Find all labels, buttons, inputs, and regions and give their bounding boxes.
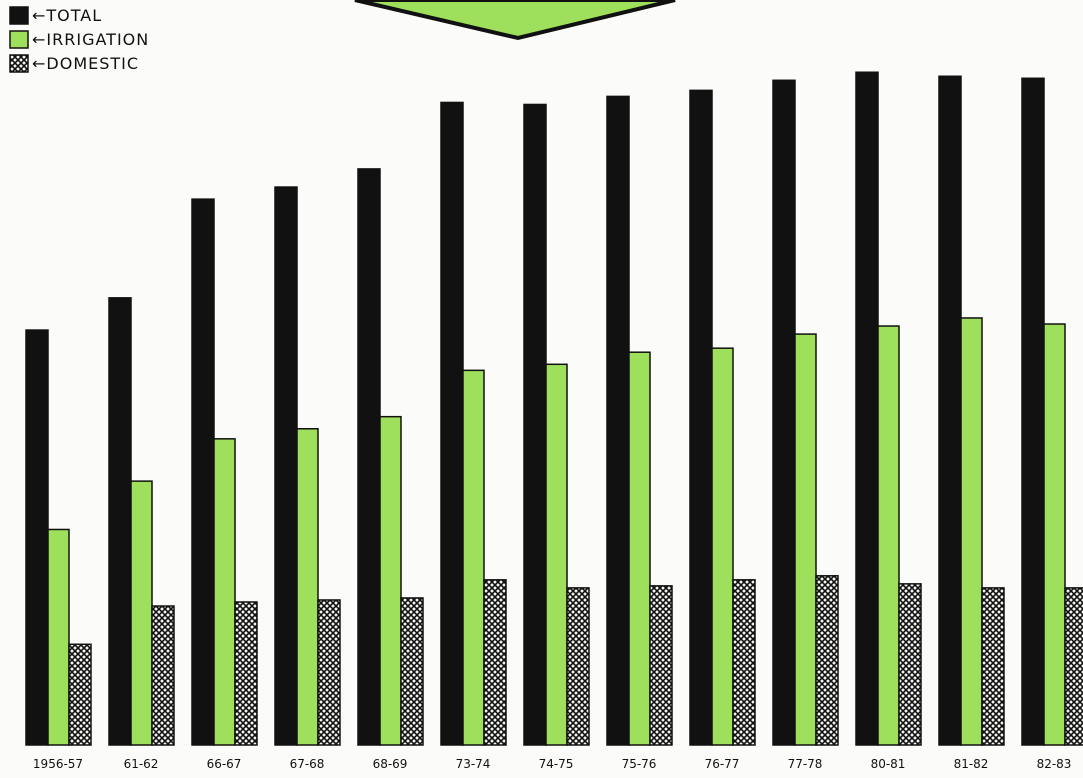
bar-irrigation-80-81 (877, 325, 900, 746)
bar-domestic-80-81 (898, 583, 922, 746)
bar-irrigation-81-82 (960, 317, 983, 746)
legend-label-irrigation: ←IRRIGATION (32, 30, 149, 49)
bar-total-76-77 (689, 89, 713, 746)
bar-total-61-62 (108, 297, 132, 746)
tick-label-67-68: 67-68 (290, 757, 325, 771)
tick-label-61-62: 61-62 (124, 757, 159, 771)
bar-domestic-1956-57 (68, 643, 92, 746)
legend: ←TOTAL ←IRRIGATION ←DOMESTIC (9, 6, 149, 73)
bar-domestic-66-67 (234, 601, 258, 746)
bar-total-73-74 (440, 101, 464, 746)
bar-total-74-75 (523, 103, 547, 746)
bar-domestic-73-74 (483, 579, 507, 746)
tick-label-75-76: 75-76 (622, 757, 657, 771)
tick-label-80-81: 80-81 (871, 757, 906, 771)
bar-total-1956-57 (25, 329, 49, 746)
bar-irrigation-73-74 (462, 369, 485, 746)
bar-domestic-61-62 (151, 605, 175, 746)
legend-swatch-irrigation (9, 30, 29, 49)
bar-total-82-83 (1021, 77, 1045, 746)
tick-label-81-82: 81-82 (954, 757, 989, 771)
bar-irrigation-77-78 (794, 333, 817, 746)
tick-label-66-67: 66-67 (207, 757, 242, 771)
bar-irrigation-82-83 (1043, 323, 1066, 746)
bar-domestic-76-77 (732, 579, 756, 746)
bar-irrigation-66-67 (213, 438, 236, 746)
legend-label-total: ←TOTAL (32, 6, 102, 25)
banner-decoration (354, 0, 676, 41)
bar-domestic-67-68 (317, 599, 341, 746)
legend-swatch-total (9, 6, 29, 25)
bar-irrigation-75-76 (628, 351, 651, 746)
tick-label-73-74: 73-74 (456, 757, 491, 771)
tick-label-68-69: 68-69 (373, 757, 408, 771)
bar-total-81-82 (938, 75, 962, 746)
tick-label-77-78: 77-78 (788, 757, 823, 771)
bar-total-68-69 (357, 168, 381, 746)
bar-irrigation-76-77 (711, 347, 734, 746)
bar-total-75-76 (606, 95, 630, 746)
legend-swatch-domestic (9, 54, 29, 73)
tick-label-74-75: 74-75 (539, 757, 574, 771)
bar-domestic-75-76 (649, 585, 673, 746)
bar-total-66-67 (191, 198, 215, 746)
tick-label-76-77: 76-77 (705, 757, 740, 771)
x-axis-tick-labels: 1956-57 61-62 66-67 67-68 68-69 73-74 74-75 75-… (33, 757, 1072, 771)
bar-domestic-82-83 (1064, 587, 1083, 746)
bar-irrigation-1956-57 (47, 528, 70, 746)
bar-total-67-68 (274, 186, 298, 746)
legend-label-domestic: ←DOMESTIC (32, 54, 139, 73)
bar-domestic-77-78 (815, 575, 839, 746)
bar-irrigation-74-75 (545, 363, 568, 746)
bar-domestic-81-82 (981, 587, 1005, 746)
tick-label-1956-57: 1956-57 (33, 757, 83, 771)
bar-irrigation-61-62 (130, 480, 153, 746)
bar-irrigation-68-69 (379, 415, 402, 746)
tick-label-82-83: 82-83 (1037, 757, 1072, 771)
bar-domestic-68-69 (400, 597, 424, 746)
bars (25, 71, 1083, 746)
bar-domestic-74-75 (566, 587, 590, 746)
bar-total-77-78 (772, 79, 796, 746)
bar-irrigation-67-68 (296, 428, 319, 746)
bar-total-80-81 (855, 71, 879, 746)
